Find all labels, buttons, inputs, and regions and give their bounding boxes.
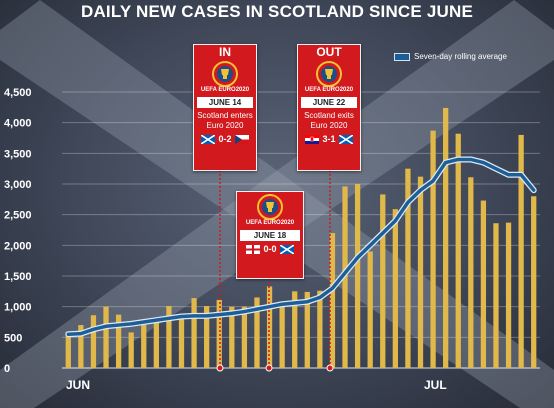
bar xyxy=(241,306,248,368)
y-tick-label: 3,500 xyxy=(4,148,32,160)
x-axis-ticks: JUN JUL xyxy=(66,378,447,392)
bar xyxy=(304,291,310,368)
bar xyxy=(329,233,336,368)
legend-label: Seven-day rolling average xyxy=(414,52,507,61)
rolling-average-line xyxy=(66,157,536,337)
y-tick-label: 2,500 xyxy=(4,210,32,222)
event-markers xyxy=(216,170,334,372)
bar xyxy=(354,184,361,368)
callout-in-desc-1: Scotland enters xyxy=(197,111,253,120)
bar xyxy=(493,223,499,368)
callout-out-score: 3-1 xyxy=(322,134,336,144)
bar xyxy=(468,177,474,368)
bar xyxy=(367,251,373,368)
bar-series xyxy=(65,107,537,369)
event-marker-dot xyxy=(326,364,334,372)
x-tick-label: JUL xyxy=(424,378,447,392)
x-tick-label: JUN xyxy=(66,378,90,392)
bar xyxy=(279,306,285,368)
bar xyxy=(103,306,109,368)
bar xyxy=(417,176,424,368)
bar xyxy=(455,133,461,368)
bar xyxy=(128,332,134,368)
callout-draw-date: JUNE 18 xyxy=(240,230,300,241)
bar xyxy=(204,306,210,368)
chart-title: DAILY NEW CASES IN SCOTLAND SINCE JUNE xyxy=(80,2,474,21)
croatia-flag-icon xyxy=(305,134,320,144)
y-tick-label: 2,000 xyxy=(4,240,32,252)
callout-in-desc-2: Euro 2020 xyxy=(206,121,244,130)
england-flag-icon xyxy=(246,244,261,254)
y-tick-label: 500 xyxy=(4,332,22,344)
callout-in-date: JUNE 14 xyxy=(197,97,253,108)
callout-draw: UEFA EURO2020 JUNE 18 0-0 xyxy=(236,191,304,279)
y-tick-label: 0 xyxy=(4,363,10,375)
euro2020-trophy-icon xyxy=(257,194,283,220)
bar xyxy=(216,299,222,368)
bar xyxy=(90,315,97,368)
chart-legend: Seven-day rolling average xyxy=(394,52,507,61)
callout-in-score: 0-2 xyxy=(218,134,232,144)
callout-draw-brand: UEFA EURO2020 xyxy=(245,220,295,226)
callout-draw-score: 0-0 xyxy=(263,244,277,254)
callout-out: OUT UEFA EURO2020 JUNE 22 Scotland exits… xyxy=(297,44,361,171)
rolling-average-series xyxy=(65,156,537,338)
bar xyxy=(480,200,487,368)
euro2020-trophy-icon xyxy=(316,61,342,87)
y-tick-label: 1,500 xyxy=(4,271,32,283)
y-tick-label: 3,000 xyxy=(4,179,32,191)
callout-in-brand: UEFA EURO2020 xyxy=(200,87,250,93)
callout-draw-score-row: 0-0 xyxy=(237,244,303,254)
bar xyxy=(78,325,84,368)
y-tick-label: 4,000 xyxy=(4,118,32,130)
bar xyxy=(317,290,323,368)
callout-out-date: JUNE 22 xyxy=(301,97,357,108)
event-marker-dot xyxy=(265,364,273,372)
scotland-flag-icon xyxy=(338,134,353,144)
y-axis-ticks: 0 500 1,000 1,500 2,000 2,500 3,000 3,500 4,000 4… xyxy=(4,87,32,375)
bar xyxy=(166,306,172,368)
bar xyxy=(505,222,512,368)
bar xyxy=(443,107,449,369)
bar xyxy=(392,209,398,368)
bar xyxy=(292,291,298,368)
bar xyxy=(518,134,524,368)
czech-flag-icon xyxy=(234,134,249,144)
scotland-flag-icon xyxy=(201,134,216,144)
callout-in-score-row: 0-2 xyxy=(194,134,256,144)
bar xyxy=(178,314,185,368)
callout-out-score-row: 3-1 xyxy=(298,134,360,144)
bar xyxy=(191,298,197,368)
scotland-flag-icon xyxy=(279,244,294,254)
callout-in-heading: IN xyxy=(219,45,231,59)
event-marker-dot xyxy=(216,364,224,372)
callout-in: IN UEFA EURO2020 JUNE 14 Scotland enters… xyxy=(193,44,257,171)
y-tick-label: 1,000 xyxy=(4,302,32,314)
euro2020-trophy-icon xyxy=(212,61,238,87)
bar xyxy=(430,130,436,368)
bar xyxy=(405,168,411,368)
y-tick-label: 4,500 xyxy=(4,87,32,99)
callout-out-desc-2: Euro 2020 xyxy=(310,121,348,130)
callout-out-brand: UEFA EURO2020 xyxy=(304,87,354,93)
bar xyxy=(65,331,71,368)
bar xyxy=(254,297,260,368)
callout-out-desc-1: Scotland exits xyxy=(304,111,354,120)
bar xyxy=(115,314,122,368)
bar xyxy=(531,196,537,368)
bar xyxy=(380,194,386,368)
bar xyxy=(141,325,147,368)
legend-swatch xyxy=(394,52,410,61)
bar xyxy=(153,320,159,368)
bar xyxy=(229,306,235,368)
callout-out-heading: OUT xyxy=(316,45,342,59)
